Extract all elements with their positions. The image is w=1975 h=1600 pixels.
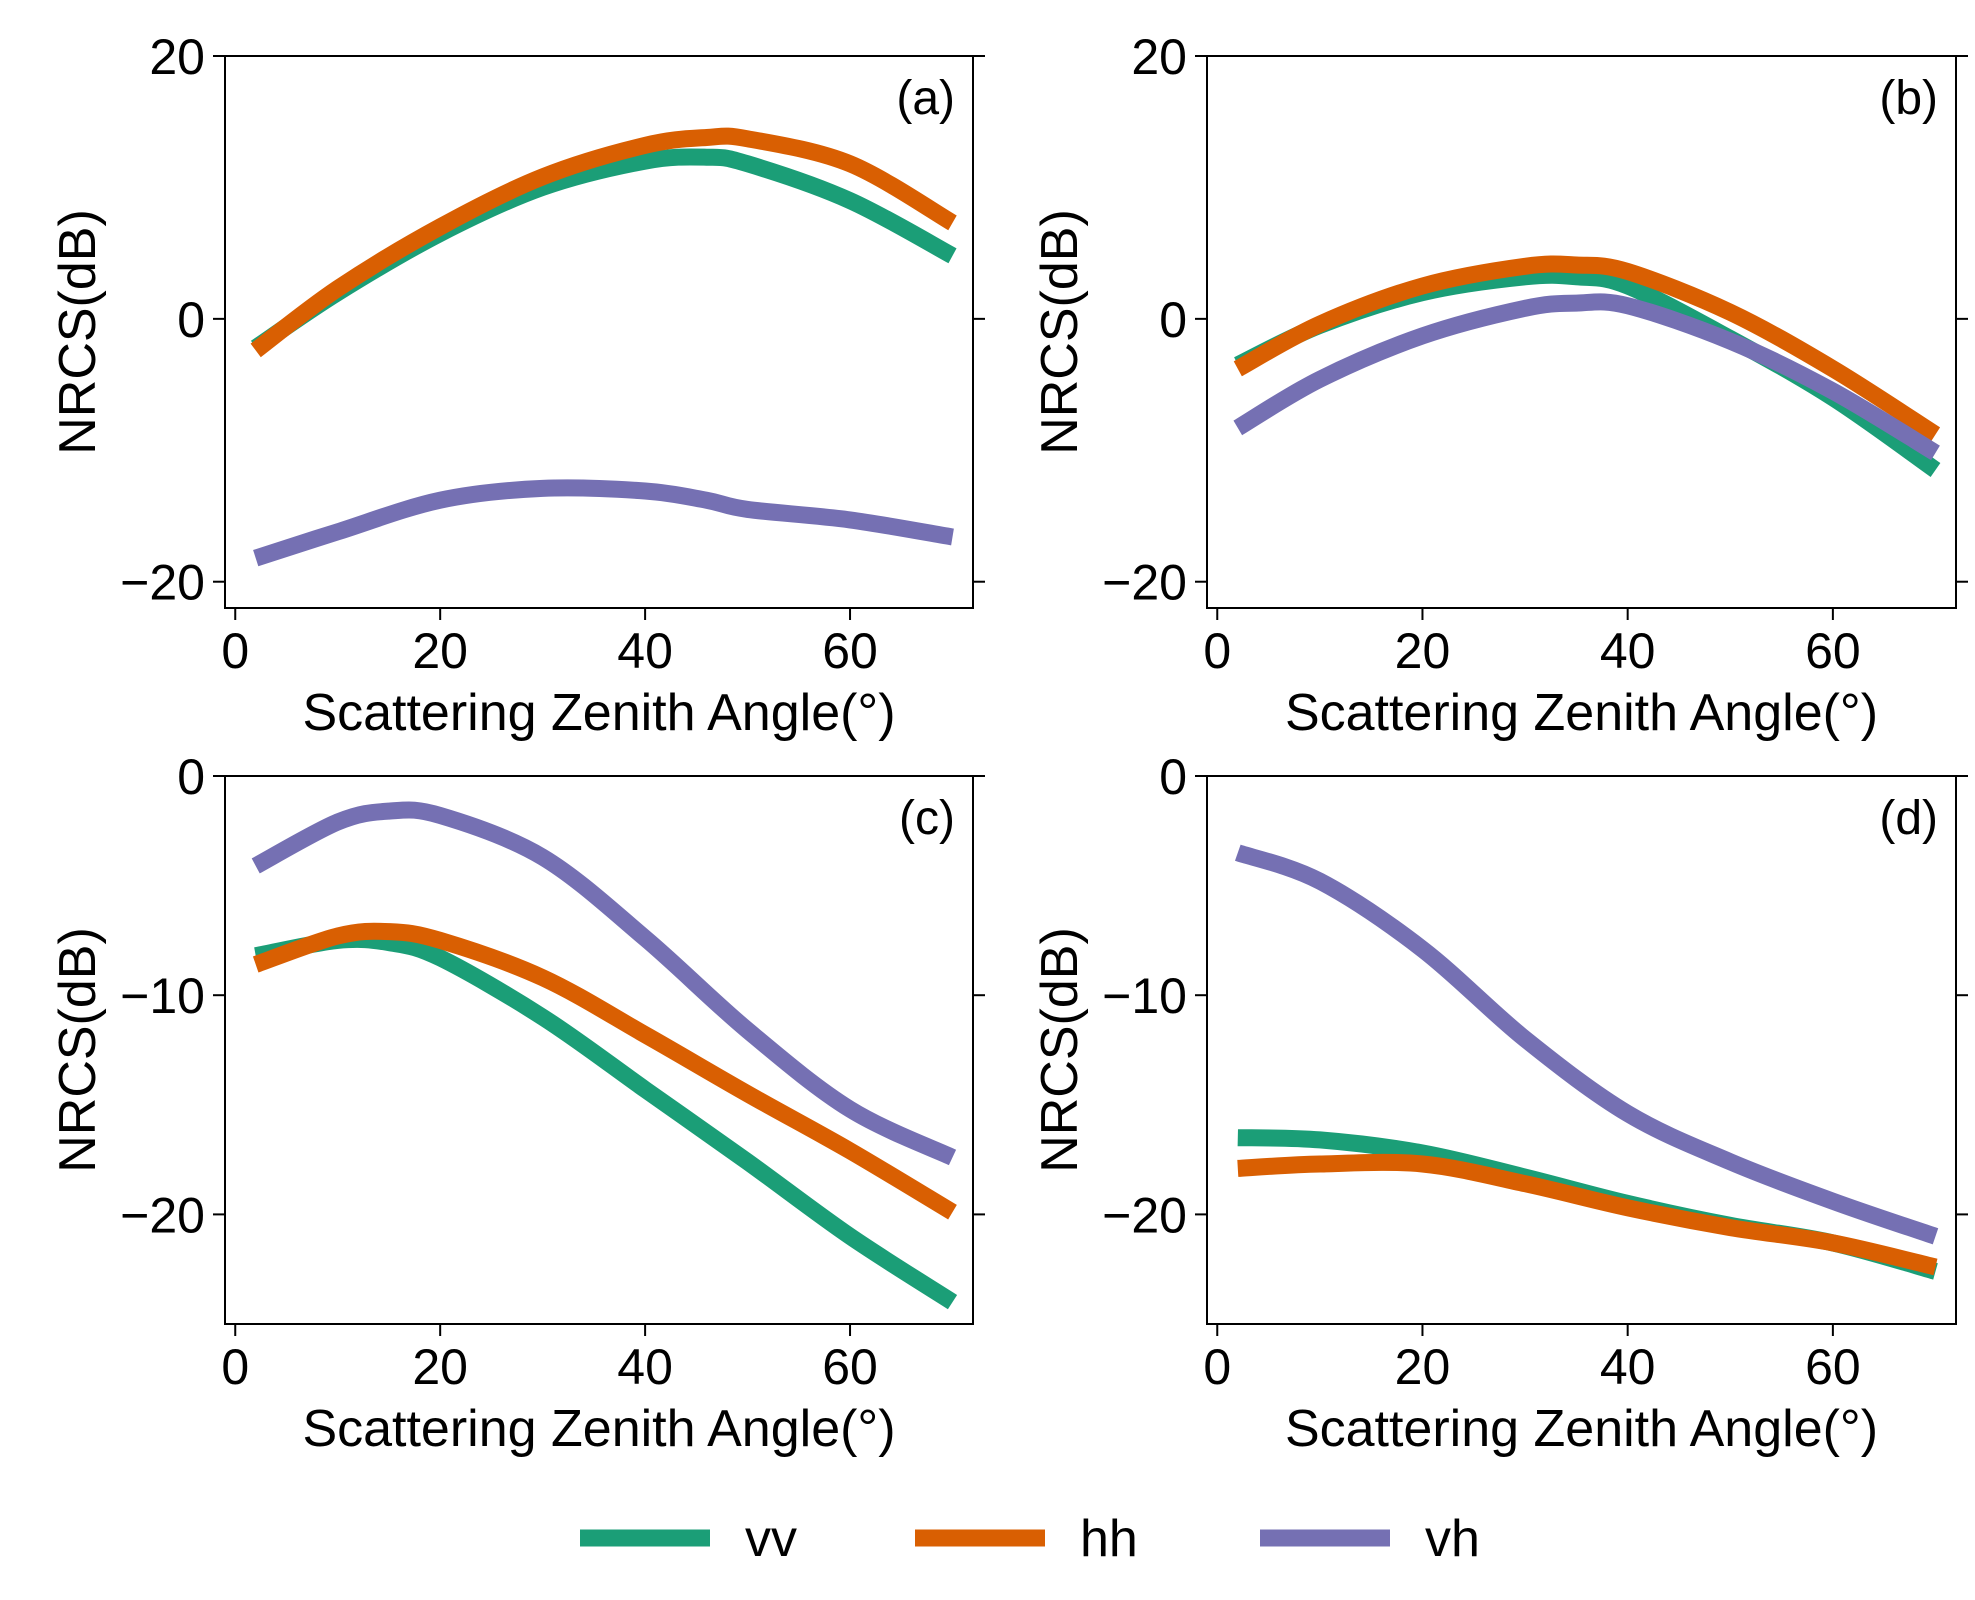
x-tick-label: 40 <box>1600 623 1656 679</box>
series-line-vv <box>254 930 958 1310</box>
series-line-vv <box>250 148 957 355</box>
x-tick-label: 20 <box>1395 623 1451 679</box>
chart-panels: 0 20 40 60 20 0 −20 (a) Scattering Zenith Angle(… <box>49 29 1968 1458</box>
series-line-hh <box>1237 1153 1938 1276</box>
x-tick-label: 20 <box>412 623 468 679</box>
x-axis-title: Scattering Zenith Angle(°) <box>1285 1400 1878 1458</box>
series-line-vh <box>251 801 957 1166</box>
x-tick-label: 60 <box>822 623 878 679</box>
x-tick-label: 60 <box>1805 1339 1861 1395</box>
series-line-hh <box>250 127 957 358</box>
series-line-vh <box>253 479 954 567</box>
chart-panel-3: 0 20 40 60 0 −10 −20 (c) Scattering Zenith Angle… <box>49 749 985 1458</box>
y-tick-label: −20 <box>120 555 205 611</box>
x-tick-label: 40 <box>1600 1339 1656 1395</box>
series-line-hh <box>252 922 957 1220</box>
y-tick-label: −10 <box>120 968 205 1024</box>
x-tick-label: 40 <box>617 623 673 679</box>
plot-frame <box>224 55 974 609</box>
x-axis-title: Scattering Zenith Angle(°) <box>302 1400 895 1458</box>
series-line-hh <box>1233 255 1941 442</box>
panel-label: (c) <box>899 792 955 845</box>
legend-label-hh: hh <box>1080 1510 1138 1568</box>
legend-item-vv: vv <box>580 1510 797 1568</box>
y-tick-label: 0 <box>177 292 205 348</box>
x-tick-label: 0 <box>221 1339 249 1395</box>
y-tick-label: 0 <box>1159 292 1187 348</box>
panel-label: (a) <box>896 72 955 125</box>
x-tick-label: 0 <box>1203 623 1231 679</box>
panel-label: (b) <box>1879 72 1938 125</box>
x-tick-label: 20 <box>412 1339 468 1395</box>
y-tick-label: −10 <box>1102 968 1187 1024</box>
x-tick-label: 60 <box>822 1339 878 1395</box>
chart-panel-4: 0 20 40 60 0 −10 −20 (d) Scattering Zenith Angle… <box>1031 749 1968 1458</box>
x-axis-title: Scattering Zenith Angle(°) <box>302 684 895 742</box>
legend-item-hh: hh <box>915 1510 1138 1568</box>
y-tick-label: 20 <box>149 29 205 85</box>
y-axis-title: NRCS(dB) <box>49 209 107 455</box>
plot-frame <box>224 775 974 1325</box>
y-axis-title: NRCS(dB) <box>1031 927 1089 1173</box>
legend-label-vh: vh <box>1425 1510 1480 1568</box>
y-tick-label: 0 <box>1159 749 1187 805</box>
y-tick-label: −20 <box>120 1187 205 1243</box>
legend: vv hh vh <box>580 1510 1480 1568</box>
chart-panel-1: 0 20 40 60 20 0 −20 (a) Scattering Zenith Angle(… <box>49 29 985 742</box>
y-axis-title: NRCS(dB) <box>1031 209 1089 455</box>
series-line-vh <box>1233 293 1940 461</box>
plot-frame <box>1206 775 1957 1325</box>
y-axis-title: NRCS(dB) <box>49 927 107 1173</box>
chart-panel-2: 0 20 40 60 20 0 −20 (b) Scattering Zenith Angle(… <box>1031 29 1968 742</box>
x-tick-label: 0 <box>1203 1339 1231 1395</box>
y-tick-label: −20 <box>1102 555 1187 611</box>
x-tick-label: 20 <box>1395 1339 1451 1395</box>
y-tick-label: 0 <box>177 749 205 805</box>
x-axis-title: Scattering Zenith Angle(°) <box>1285 684 1878 742</box>
legend-item-vh: vh <box>1260 1510 1480 1568</box>
panel-label: (d) <box>1879 792 1938 845</box>
y-tick-label: 20 <box>1131 29 1187 85</box>
x-tick-label: 0 <box>221 623 249 679</box>
legend-label-vv: vv <box>745 1510 797 1568</box>
y-tick-label: −20 <box>1102 1187 1187 1243</box>
x-tick-label: 60 <box>1805 623 1861 679</box>
series-line-vh <box>1234 844 1939 1245</box>
x-tick-label: 40 <box>617 1339 673 1395</box>
plot-frame <box>1206 55 1957 609</box>
